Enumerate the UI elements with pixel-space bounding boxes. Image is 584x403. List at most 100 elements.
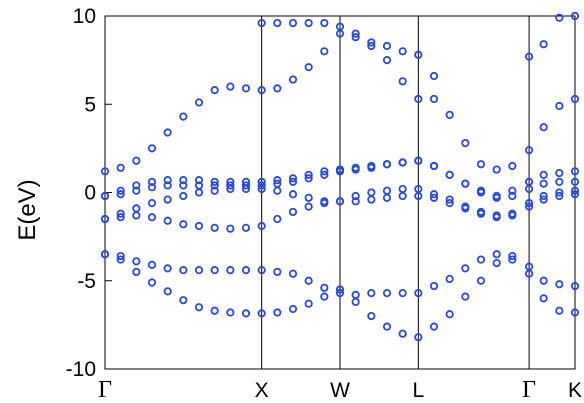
band-point [445, 198, 454, 208]
band-point [524, 202, 534, 211]
band-point [304, 18, 313, 28]
band-point [163, 216, 172, 225]
band-point [555, 188, 564, 197]
band-point [226, 177, 235, 187]
band-point [351, 29, 360, 38]
band-point [273, 176, 282, 185]
band-point [508, 186, 517, 195]
band-point [241, 223, 251, 232]
band-point [445, 195, 454, 204]
band-point [288, 75, 298, 84]
band-point [335, 285, 345, 294]
y-tick-labels: 10 5 0 -5 -10 [66, 5, 96, 381]
band-point [257, 18, 266, 28]
band-point [351, 290, 360, 299]
band-point [257, 266, 266, 275]
band-point [414, 289, 423, 298]
band-point [132, 257, 141, 266]
band-point [445, 170, 454, 179]
band-point [273, 84, 282, 93]
band-point [555, 168, 564, 178]
band-point [524, 177, 534, 187]
band-point [179, 191, 188, 201]
band-point [570, 167, 580, 176]
band-point [429, 322, 439, 331]
band-point [508, 191, 517, 201]
band-point [320, 18, 329, 28]
band-point [273, 179, 282, 188]
band-point [367, 188, 376, 197]
band-point [179, 112, 188, 121]
band-point [476, 276, 486, 285]
band-point [241, 266, 251, 275]
band-point [335, 197, 345, 206]
band-point [163, 128, 172, 137]
band-point [194, 98, 204, 107]
band-point [335, 22, 345, 31]
band-point [570, 190, 580, 199]
band-point [226, 181, 235, 190]
band-point [539, 195, 548, 204]
band-point [210, 306, 219, 315]
band-point [570, 186, 580, 195]
kpoint-label: W [330, 379, 350, 402]
band-point [570, 177, 580, 187]
kpoint-label: X [255, 379, 269, 402]
band-point [304, 299, 313, 308]
band-point [414, 50, 423, 59]
band-point [100, 250, 110, 259]
band-point [367, 311, 376, 321]
band-point [288, 269, 298, 278]
band-point [524, 146, 534, 155]
band-point [210, 266, 219, 275]
band-point [132, 186, 141, 195]
band-point [163, 287, 172, 296]
y-tick-label: -10 [66, 358, 96, 381]
kpoint-label: Γ [522, 377, 536, 403]
band-point [179, 181, 188, 190]
band-point [100, 167, 110, 176]
band-point [147, 177, 157, 187]
band-point [273, 214, 282, 224]
y-axis-title: E(eV) [14, 179, 41, 240]
band-point [398, 329, 407, 338]
band-point [335, 165, 345, 174]
band-point [524, 269, 534, 278]
band-point [147, 260, 157, 269]
band-point [382, 322, 392, 331]
band-point [398, 289, 407, 298]
y-tick-label: 10 [73, 5, 96, 28]
band-point [210, 181, 219, 190]
y-tick-label: 0 [84, 182, 96, 205]
y-tick-label: 5 [84, 93, 96, 116]
band-point [116, 251, 125, 261]
band-point [476, 186, 486, 195]
band-point [461, 202, 470, 211]
band-point [492, 250, 501, 259]
band-point [288, 190, 298, 199]
band-point [570, 281, 580, 291]
band-point [382, 186, 392, 195]
band-point [241, 84, 251, 93]
band-point [226, 82, 235, 91]
band-point [132, 267, 141, 277]
y-axis-ticks [105, 15, 112, 370]
band-point [382, 193, 392, 202]
band-point [257, 177, 266, 187]
band-point [351, 33, 360, 42]
band-point [367, 289, 376, 298]
band-point [429, 71, 439, 81]
band-point [304, 174, 313, 183]
band-point [367, 38, 376, 47]
band-point [179, 220, 188, 229]
band-point [508, 255, 517, 264]
kpoint-label: L [412, 379, 424, 402]
band-point [304, 276, 313, 285]
band-point [555, 177, 564, 187]
band-point [539, 170, 548, 179]
band-point [100, 191, 110, 201]
band-point [320, 283, 329, 292]
band-point [194, 303, 204, 312]
band-point [116, 255, 125, 264]
band-point [508, 161, 517, 171]
